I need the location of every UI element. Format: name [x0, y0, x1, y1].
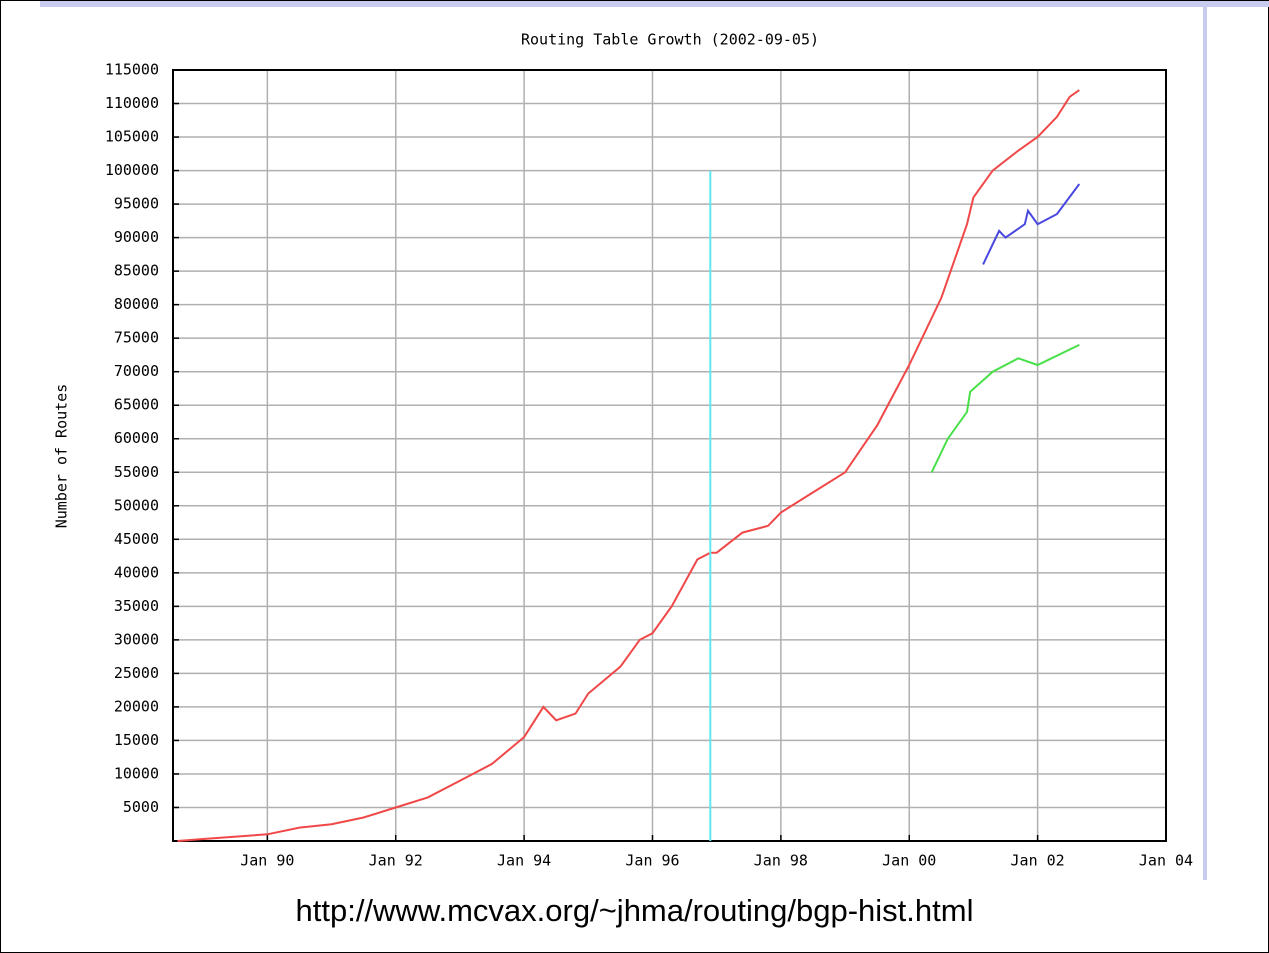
source-url: http://www.mcvax.org/~jhma/routing/bgp-h… [295, 893, 974, 928]
y-tick-label: 70000 [114, 362, 159, 380]
y-tick-label: 80000 [114, 295, 159, 313]
y-tick-label: 15000 [114, 731, 159, 749]
chart-title: Routing Table Growth (2002-09-05) [521, 31, 819, 49]
y-tick-label: 115000 [105, 61, 159, 79]
y-tick-label: 100000 [105, 161, 159, 179]
y-tick-label: 95000 [114, 195, 159, 213]
y-tick-label: 25000 [114, 664, 159, 682]
x-tick-label: Jan 96 [625, 852, 679, 870]
y-tick-label: 60000 [114, 429, 159, 447]
y-tick-label: 105000 [105, 128, 159, 146]
plot-area [173, 70, 1166, 841]
y-tick-label: 5000 [123, 798, 159, 816]
x-tick-label: Jan 92 [369, 852, 423, 870]
y-tick-label: 30000 [114, 630, 159, 648]
y-tick-label: 35000 [114, 597, 159, 615]
y-tick-label: 45000 [114, 530, 159, 548]
y-axis-label: Number of Routes [53, 384, 71, 529]
y-tick-label: 75000 [114, 329, 159, 347]
series-line [177, 89, 1080, 842]
y-tick-label: 65000 [114, 396, 159, 414]
x-tick-label: Jan 00 [882, 852, 936, 870]
series-line [930, 343, 1080, 473]
y-tick-label: 20000 [114, 697, 159, 715]
y-tick-label: 40000 [114, 563, 159, 581]
y-tick-label: 110000 [105, 94, 159, 112]
x-tick-label: Jan 98 [754, 852, 808, 870]
x-tick-label: Jan 90 [240, 852, 294, 870]
x-tick-label: Jan 94 [497, 852, 551, 870]
series-line [982, 183, 1081, 265]
y-tick-label: 10000 [114, 764, 159, 782]
x-tick-label: Jan 04 [1139, 852, 1193, 870]
y-tick-label: 50000 [114, 496, 159, 514]
y-tick-label: 85000 [114, 262, 159, 280]
y-tick-label: 55000 [114, 463, 159, 481]
x-tick-label: Jan 02 [1011, 852, 1065, 870]
plot-frame [172, 69, 1167, 842]
y-tick-label: 90000 [114, 228, 159, 246]
